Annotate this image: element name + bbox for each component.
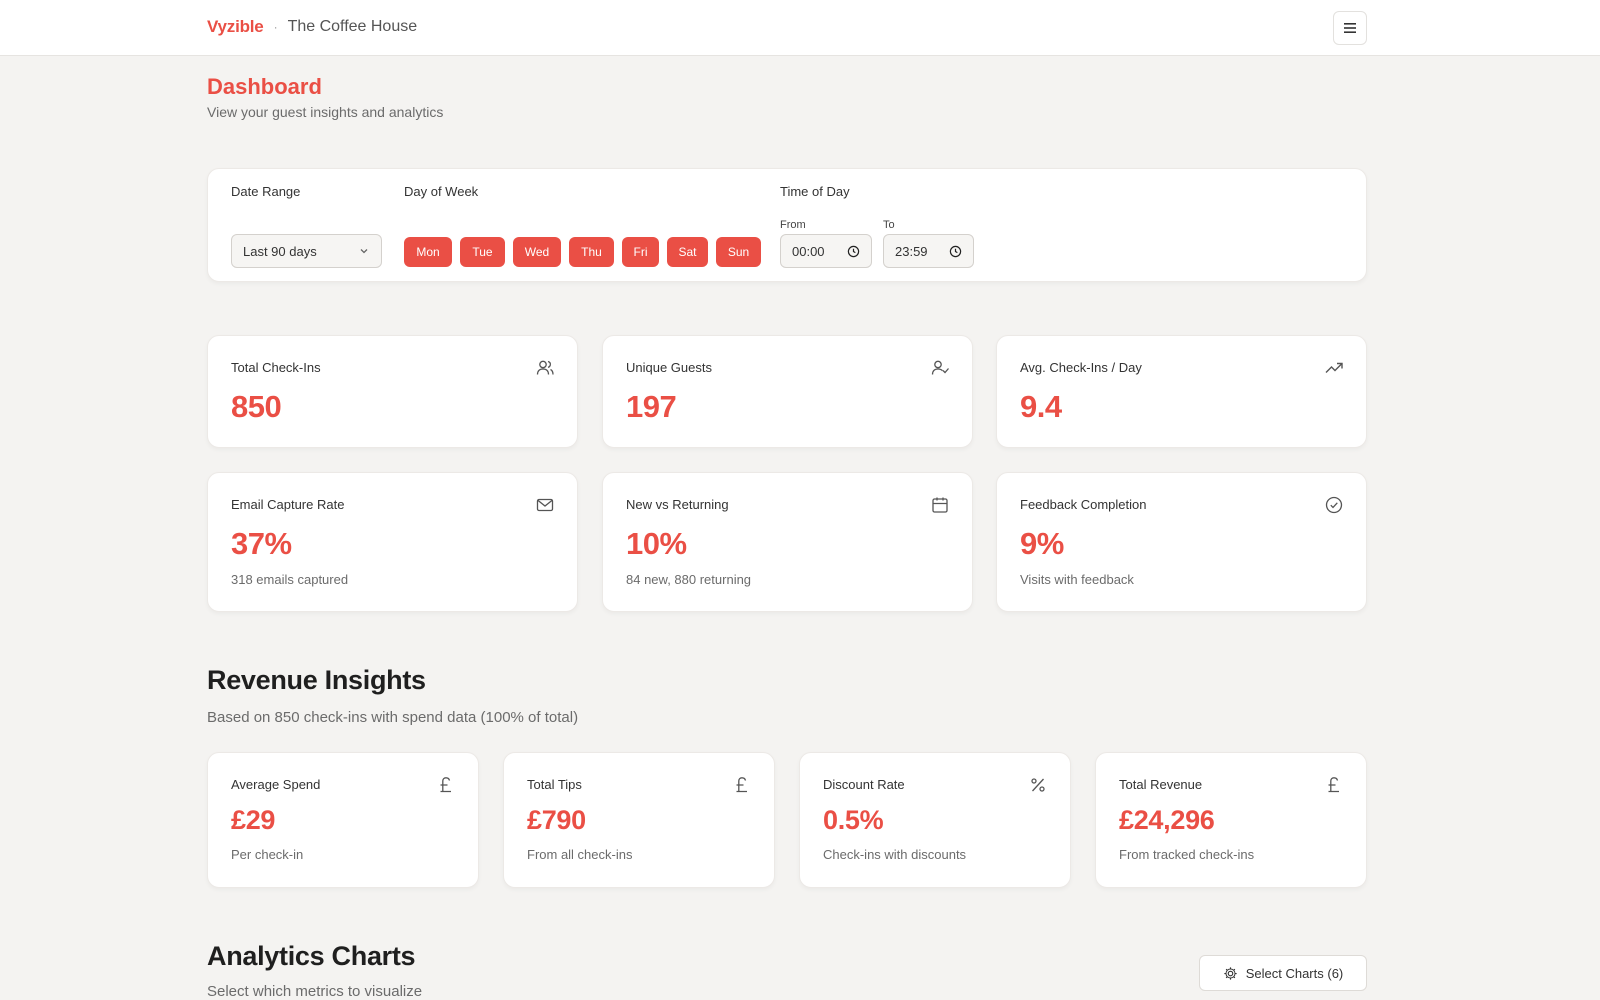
metric-value: 9% xyxy=(1020,526,1064,561)
revenue-section-subtitle: Based on 850 check-ins with spend data (… xyxy=(207,709,579,726)
menu-button[interactable] xyxy=(1333,11,1367,45)
revenue-note: Per check-in xyxy=(231,847,304,862)
metric-label: Total Check-Ins xyxy=(231,360,321,375)
revenue-card-average-spend: Average Spend £29 Per check-in xyxy=(207,752,479,888)
brand-separator: · xyxy=(273,20,278,34)
from-label: From xyxy=(780,219,806,231)
page-title: Dashboard xyxy=(207,74,322,99)
trending-up-icon xyxy=(1325,362,1343,373)
day-thu-button[interactable]: Thu xyxy=(569,237,614,267)
analytics-section-title: Analytics Charts xyxy=(207,941,416,971)
from-time-input[interactable]: 00:00 xyxy=(780,234,872,268)
chevron-down-icon xyxy=(360,249,368,254)
venue-name: The Coffee House xyxy=(287,18,418,35)
from-time-value: 00:00 xyxy=(792,243,825,259)
revenue-section-title: Revenue Insights xyxy=(207,665,426,695)
revenue-label: Discount Rate xyxy=(823,777,905,792)
day-fri-button[interactable]: Fri xyxy=(622,237,659,267)
revenue-value: 0.5% xyxy=(823,805,884,835)
user-check-icon xyxy=(931,360,949,375)
date-range-select[interactable]: Last 90 days xyxy=(231,234,382,268)
revenue-card-total-tips: Total Tips £790 From all check-ins xyxy=(503,752,775,888)
metric-card-unique-guests: Unique Guests 197 xyxy=(602,335,973,448)
pound-icon xyxy=(1328,777,1339,793)
date-range-label: Date Range xyxy=(231,184,301,199)
metric-value: 10% xyxy=(626,526,687,561)
revenue-value: £24,296 xyxy=(1119,805,1215,835)
metric-label: Email Capture Rate xyxy=(231,497,345,512)
revenue-label: Total Tips xyxy=(527,777,582,792)
revenue-value: £29 xyxy=(231,805,276,835)
percent-icon xyxy=(1031,778,1045,792)
metric-value: 850 xyxy=(231,389,282,424)
revenue-card-discount-rate: Discount Rate 0.5% Check-ins with discou… xyxy=(799,752,1071,888)
metric-label: Avg. Check-Ins / Day xyxy=(1020,360,1142,375)
metric-card-avg-check-ins: Avg. Check-Ins / Day 9.4 xyxy=(996,335,1367,448)
revenue-value: £790 xyxy=(527,805,586,835)
metric-card-total-check-ins: Total Check-Ins 850 xyxy=(207,335,578,448)
brand-logo[interactable]: Vyzible xyxy=(207,17,264,36)
check-circle-icon xyxy=(1325,496,1343,514)
to-label: To xyxy=(883,219,895,231)
to-time-value: 23:59 xyxy=(895,243,928,259)
metric-label: Feedback Completion xyxy=(1020,497,1147,512)
metric-note: 84 new, 880 returning xyxy=(626,572,752,587)
analytics-section-subtitle: Select which metrics to visualize xyxy=(207,983,423,1000)
revenue-label: Average Spend xyxy=(231,777,321,792)
metric-label: New vs Returning xyxy=(626,497,729,512)
day-of-week-group: Mon Tue Wed Thu Fri Sat Sun xyxy=(404,237,761,267)
calendar-icon xyxy=(932,497,948,513)
metric-value: 37% xyxy=(231,526,292,561)
day-wed-button[interactable]: Wed xyxy=(513,237,561,267)
metric-value: 197 xyxy=(626,389,677,424)
revenue-note: From tracked check-ins xyxy=(1119,847,1255,862)
metric-card-new-vs-returning: New vs Returning 10% 84 new, 880 returni… xyxy=(602,472,973,612)
day-mon-button[interactable]: Mon xyxy=(404,237,452,267)
metric-card-feedback-completion: Feedback Completion 9% Visits with feedb… xyxy=(996,472,1367,612)
select-charts-button[interactable]: Select Charts (6) xyxy=(1199,955,1367,991)
metric-label: Unique Guests xyxy=(626,360,712,375)
revenue-note: Check-ins with discounts xyxy=(823,847,967,862)
metric-note: 318 emails captured xyxy=(231,572,349,587)
gear-icon xyxy=(1224,966,1237,980)
metric-value: 9.4 xyxy=(1020,389,1062,424)
mail-icon xyxy=(536,498,554,512)
to-time-input[interactable]: 23:59 xyxy=(883,234,974,268)
metric-note: Visits with feedback xyxy=(1020,572,1134,587)
day-sat-button[interactable]: Sat xyxy=(667,237,708,267)
select-charts-label: Select Charts (6) xyxy=(1245,965,1344,981)
pound-icon xyxy=(736,777,747,793)
page-header: Dashboard View your guest insights and a… xyxy=(207,74,443,120)
day-of-week-label: Day of Week xyxy=(404,184,479,199)
time-of-day-label: Time of Day xyxy=(780,184,850,199)
metric-card-email-capture-rate: Email Capture Rate 37% 318 emails captur… xyxy=(207,472,578,612)
day-sun-button[interactable]: Sun xyxy=(716,237,761,267)
brand: Vyzible · The Coffee House xyxy=(207,17,417,37)
filters-panel: Date Range Last 90 days Day of Week Mon … xyxy=(207,168,1367,282)
date-range-value: Last 90 days xyxy=(243,243,317,259)
revenue-note: From all check-ins xyxy=(527,847,633,862)
revenue-label: Total Revenue xyxy=(1119,777,1203,792)
day-tue-button[interactable]: Tue xyxy=(460,237,505,267)
page-subtitle: View your guest insights and analytics xyxy=(207,104,444,120)
menu-icon xyxy=(1344,23,1356,33)
top-bar: Vyzible · The Coffee House xyxy=(0,0,1600,56)
clock-icon xyxy=(847,245,860,257)
pound-icon xyxy=(440,777,451,793)
revenue-card-total-revenue: Total Revenue £24,296 From tracked check… xyxy=(1095,752,1367,888)
clock-icon xyxy=(949,245,962,257)
users-icon xyxy=(536,360,554,375)
